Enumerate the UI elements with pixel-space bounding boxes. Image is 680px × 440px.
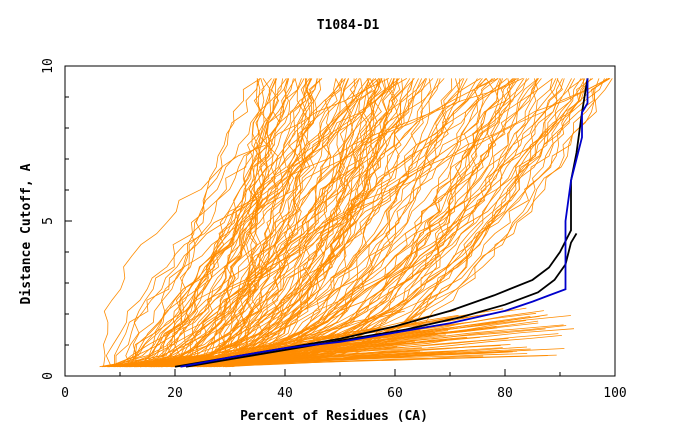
model-curve — [115, 78, 407, 367]
model-curve — [104, 78, 441, 368]
model-curve — [174, 78, 261, 367]
model-curve — [162, 78, 400, 367]
model-curve — [128, 78, 307, 368]
model-curve — [192, 78, 517, 368]
model-curve — [218, 78, 370, 367]
model-curve — [232, 78, 539, 368]
model-curve — [113, 78, 582, 368]
model-curve — [206, 78, 305, 368]
highlight-series-layer — [174, 78, 589, 368]
highlight-series-line — [174, 78, 589, 368]
model-curve — [108, 78, 432, 368]
model-curve — [135, 78, 395, 367]
x-tick-label: 60 — [387, 386, 403, 401]
x-tick-label: 0 — [61, 386, 69, 401]
y-tick-label: 10 — [41, 58, 56, 74]
model-curve — [155, 78, 520, 368]
model-curve — [183, 78, 496, 367]
y-axis-label: Distance Cutoff, A — [19, 163, 34, 304]
model-curve — [134, 322, 410, 368]
axis-ticks: 0 20 40 60 80 100 0 5 10 — [41, 58, 627, 401]
model-curve — [170, 78, 346, 367]
highlight-series-line — [180, 78, 589, 368]
model-curve — [214, 78, 382, 368]
model-curve — [214, 78, 382, 368]
model-curve — [135, 78, 453, 368]
model-curve — [107, 78, 308, 368]
model-curve — [156, 78, 468, 368]
model-curve — [162, 78, 504, 368]
model-curve — [139, 78, 445, 367]
model-curve — [210, 78, 271, 368]
model-curve — [161, 78, 419, 368]
model-curve — [148, 78, 261, 367]
model-curve — [209, 78, 415, 367]
model-curve — [169, 78, 518, 368]
x-axis-label: Percent of Residues (CA) — [240, 409, 428, 424]
model-curve — [119, 78, 377, 368]
y-tick-label: 5 — [41, 217, 56, 225]
model-curve — [122, 78, 287, 368]
model-curve — [144, 78, 563, 368]
model-curve — [129, 78, 572, 368]
model-curve — [219, 337, 481, 368]
highlight-series-line — [185, 232, 578, 368]
model-curve — [174, 78, 483, 368]
model-curve — [139, 78, 369, 368]
model-curve — [187, 78, 380, 368]
model-curve — [134, 78, 461, 368]
model-curve — [177, 78, 356, 368]
model-curve — [111, 78, 360, 368]
model-curve — [180, 78, 283, 367]
model-curve — [213, 78, 488, 368]
model-curve — [184, 78, 411, 368]
model-curve — [187, 78, 539, 368]
model-curve — [129, 78, 427, 367]
model-curve — [103, 78, 389, 367]
model-curve — [179, 78, 585, 368]
x-tick-label: 40 — [277, 386, 293, 401]
model-curve — [101, 78, 605, 368]
model-curve — [119, 78, 584, 368]
model-curve — [189, 78, 478, 368]
model-curve — [108, 78, 310, 368]
model-curve — [200, 339, 453, 368]
model-curve — [136, 78, 508, 368]
model-curve — [117, 78, 553, 368]
x-tick-label: 80 — [497, 386, 513, 401]
model-curve — [224, 78, 265, 367]
model-curve — [194, 78, 589, 368]
model-curve — [131, 78, 565, 368]
model-curve — [134, 351, 405, 368]
model-curve — [176, 310, 405, 368]
model-curve — [170, 78, 322, 368]
model-curve — [171, 78, 373, 368]
model-curve — [210, 78, 542, 368]
chart-title: T1084-D1 — [317, 18, 380, 33]
model-curve — [143, 78, 386, 368]
model-curve — [158, 78, 414, 368]
model-curve — [117, 78, 553, 368]
model-curve — [156, 78, 513, 368]
model-curve — [176, 78, 277, 368]
model-curve — [105, 78, 318, 367]
model-curve — [142, 78, 323, 368]
model-curve — [154, 78, 426, 368]
x-tick-label: 100 — [603, 386, 626, 401]
model-curve — [190, 333, 559, 368]
model-curve — [117, 78, 387, 368]
model-curve — [137, 78, 493, 368]
model-curve — [157, 78, 290, 368]
model-curve — [162, 78, 427, 368]
y-tick-label: 0 — [41, 372, 56, 380]
model-curve — [198, 354, 441, 368]
model-curve — [209, 355, 484, 368]
model-curve — [112, 78, 278, 368]
model-curve — [115, 78, 401, 368]
model-curve — [127, 78, 380, 368]
x-tick-label: 20 — [167, 386, 183, 401]
orange-bundle-layer — [99, 78, 613, 368]
model-curve — [186, 351, 446, 368]
